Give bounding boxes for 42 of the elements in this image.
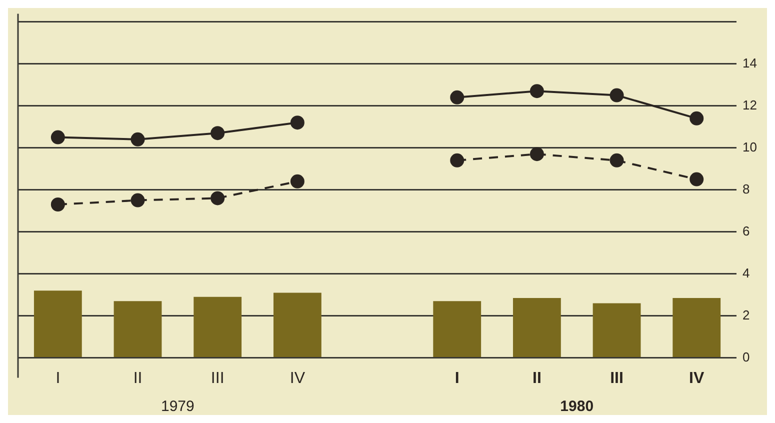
y-tick-label: 8	[742, 181, 750, 196]
point	[290, 174, 304, 188]
x-tick-label: III	[210, 370, 224, 387]
text: 1979	[160, 398, 194, 415]
point	[50, 130, 65, 144]
bar	[592, 303, 641, 358]
y-tick-label: 6	[742, 223, 750, 238]
bar	[433, 301, 482, 358]
x-tick-label: IV	[689, 370, 705, 387]
point	[610, 153, 624, 168]
point	[690, 111, 704, 126]
point	[290, 116, 304, 130]
y-tick-label: 0	[742, 349, 750, 364]
y-tick-label: 2	[742, 307, 750, 322]
bar	[273, 292, 322, 358]
point	[610, 88, 624, 102]
point	[210, 126, 225, 140]
y-tick-label: 12	[742, 97, 758, 112]
point	[530, 84, 544, 98]
point	[130, 132, 145, 146]
y-tick-label: 14	[742, 55, 758, 70]
text: 1980	[560, 398, 594, 415]
bar	[512, 298, 561, 358]
bar	[114, 301, 162, 358]
point	[210, 191, 225, 206]
y-tick-label: 10	[742, 139, 758, 154]
point	[130, 193, 145, 208]
bar	[34, 290, 82, 358]
x-tick-label: I	[56, 370, 60, 387]
x-tick-label: II	[532, 370, 542, 387]
x-tick-label: I	[454, 370, 460, 387]
point	[530, 147, 544, 162]
point	[450, 153, 464, 168]
point	[450, 90, 464, 104]
y-tick-label: 4	[742, 265, 750, 280]
x-tick-label: II	[133, 370, 142, 387]
point	[690, 172, 704, 186]
x-tick-label: III	[610, 370, 624, 387]
bar	[672, 298, 721, 358]
x-tick-label: IV	[290, 370, 306, 387]
bar	[194, 296, 242, 358]
point	[50, 198, 65, 212]
